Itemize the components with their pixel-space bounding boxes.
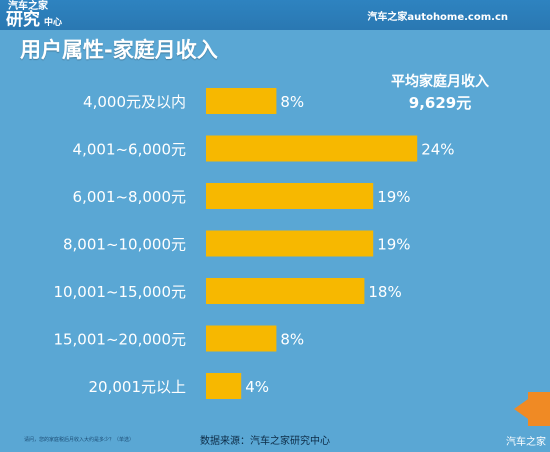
bar [206,88,277,114]
site-url: 汽车之家autohome.com.cn [367,12,508,23]
logo-line1: 汽车之家 [8,1,48,12]
category-label: 4,001~6,000元 [73,141,186,159]
value-label: 19% [377,188,410,206]
page-title: 用户属性-家庭月收入 [20,38,218,62]
bar [206,278,365,304]
value-label: 8% [280,331,304,349]
logo-line3: 中心 [44,18,63,28]
bar [206,230,374,257]
logo-line2: 研究 [6,10,40,30]
average-income-label: 平均家庭月收入 [391,74,489,90]
category-label: 10,001~15,000元 [53,283,186,301]
next-arrow-icon [514,392,538,426]
category-label: 4,000元及以内 [83,93,186,111]
average-income-value: 9,629元 [408,94,472,112]
bar [206,373,242,399]
category-label: 6,001~8,000元 [73,188,186,206]
autohome-research-logo: 汽车之家 研究 中心 [6,1,76,29]
value-label: 4% [245,378,269,396]
header-bar: 汽车之家 研究 中心 汽车之家autohome.com.cn [0,0,550,30]
category-label: 20,001元以上 [89,378,187,396]
corner-watermark: 汽车之家 [506,437,546,448]
bar [206,325,277,352]
bar [206,183,374,209]
category-label: 8,001~10,000元 [63,236,186,254]
data-source: 数据来源：汽车之家研究中心 [200,436,330,447]
value-label: 24% [421,141,454,159]
bar [206,135,418,162]
average-income-callout: 平均家庭月收入 9,629元 [360,72,520,114]
value-label: 19% [377,236,410,254]
value-label: 18% [368,283,401,301]
category-label: 15,001~20,000元 [53,331,186,349]
survey-question-footnote: 请问，您的家庭税后月收入大约是多少？（单选） [24,437,135,443]
value-label: 8% [280,93,304,111]
